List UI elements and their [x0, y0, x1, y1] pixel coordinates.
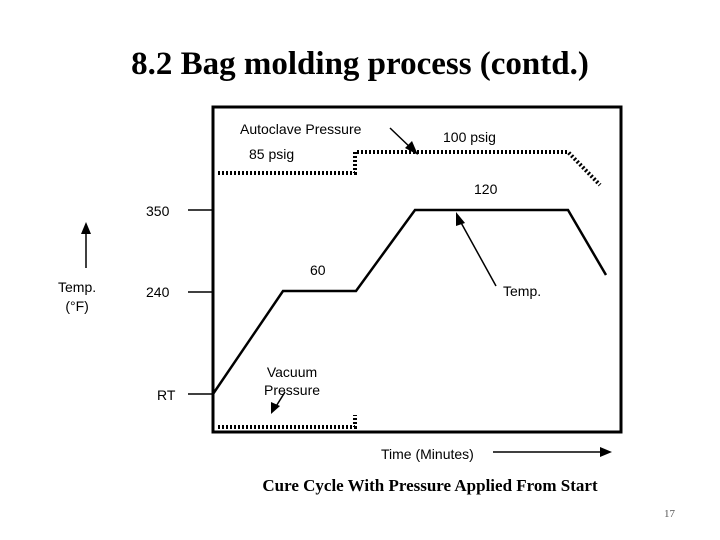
autoclave-pointer-arrowhead [405, 141, 418, 155]
time-axis-arrowhead [600, 447, 612, 457]
time-axis-label: Time (Minutes) [381, 446, 474, 462]
temp-axis-arrowhead [81, 222, 91, 234]
vacuum-pressure-label: Vacuum Pressure [264, 364, 321, 398]
temp-pointer-arrowhead [456, 212, 465, 226]
autoclave-pressure-label: Autoclave Pressure [240, 121, 362, 137]
pressure-85-label: 85 psig [249, 146, 295, 162]
temp-pointer-line [458, 218, 497, 287]
temp-curve-label: Temp. [503, 283, 542, 299]
temp-axis-label: Temp. (°F) [58, 279, 97, 314]
page-number: 17 [664, 508, 675, 520]
vacuum-pointer-arrowhead [271, 402, 280, 414]
hold-60-label: 60 [310, 262, 326, 278]
pressure-100-label: 100 psig [443, 129, 496, 145]
slide-title: 8.2 Bag molding process (contd.) [131, 46, 589, 82]
vacuum-pressure-curve [218, 415, 357, 429]
hold-120-label: 120 [474, 181, 498, 197]
autoclave-pressure-curve [218, 150, 602, 187]
level-rt-label: RT [157, 387, 176, 403]
temperature-curve [211, 208, 608, 395]
level-350-label: 350 [146, 203, 170, 219]
figure-caption: Cure Cycle With Pressure Applied From St… [262, 476, 598, 495]
plot-frame [211, 105, 623, 434]
level-240-label: 240 [146, 284, 170, 300]
